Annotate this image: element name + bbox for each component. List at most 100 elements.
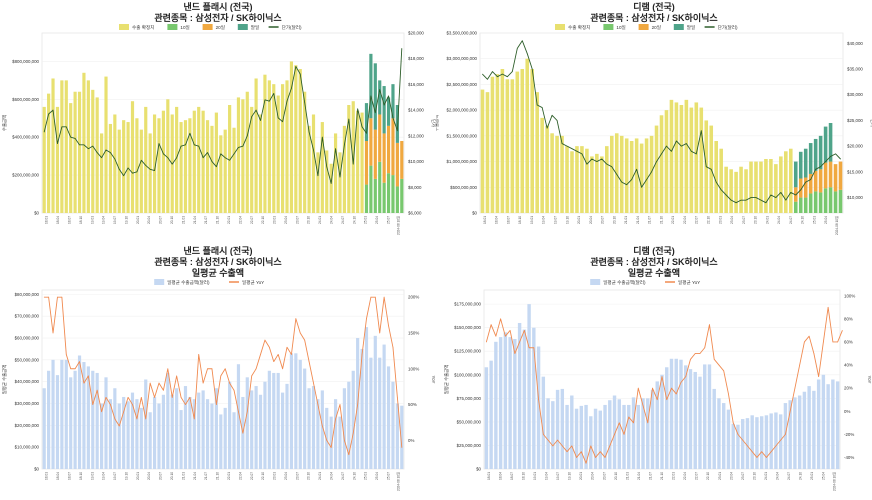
bar bbox=[717, 398, 721, 469]
chart-legend: 수출 확정치 10일 20일 말일 단가(달러) bbox=[119, 24, 302, 31]
bar-stack-10 bbox=[400, 178, 404, 213]
line-point bbox=[695, 153, 697, 155]
bar bbox=[329, 416, 333, 469]
bar-stack-end bbox=[818, 135, 823, 170]
line-point bbox=[335, 418, 336, 420]
x-tick-label: 24.01 bbox=[765, 216, 769, 224]
line-point bbox=[114, 418, 116, 420]
line-point bbox=[140, 397, 142, 398]
bar bbox=[197, 392, 201, 469]
bar bbox=[289, 353, 294, 469]
bar-confirmed bbox=[734, 171, 738, 213]
x-tick-label: 25.04 bbox=[824, 216, 828, 224]
chart-subtitle: 관련종목 : 삼성전자 / SK하이닉스 bbox=[590, 256, 718, 267]
bar-stack-end bbox=[391, 84, 395, 119]
x-tick-label: 21.04 bbox=[193, 472, 197, 480]
line-point bbox=[519, 341, 520, 343]
legend-swatch-0 bbox=[119, 24, 129, 30]
bar bbox=[117, 403, 121, 469]
x-tick-label: 21.01 bbox=[181, 472, 185, 480]
line-point bbox=[526, 53, 528, 54]
line-point bbox=[321, 136, 323, 138]
line-point bbox=[586, 163, 588, 165]
bar-confirmed bbox=[570, 151, 574, 213]
line-point bbox=[581, 153, 583, 155]
x-tick-label: 23.04 bbox=[284, 472, 288, 480]
bar-confirmed bbox=[545, 125, 549, 213]
bar bbox=[391, 381, 395, 469]
x-tick-label: 19.04 bbox=[542, 216, 546, 224]
bar bbox=[250, 390, 254, 469]
line-point bbox=[185, 404, 186, 405]
bar bbox=[622, 404, 626, 469]
legend-swatch-3 bbox=[673, 24, 684, 30]
bar-confirmed bbox=[754, 161, 758, 213]
line-point bbox=[556, 120, 558, 121]
bar-confirmed bbox=[500, 69, 505, 213]
line-point bbox=[705, 166, 707, 168]
bar-confirmed bbox=[784, 151, 788, 213]
line-point bbox=[335, 148, 336, 150]
legend-swatch-0 bbox=[154, 279, 165, 285]
line-point bbox=[765, 202, 767, 204]
line-point bbox=[176, 157, 177, 159]
bar bbox=[674, 358, 678, 469]
bar bbox=[517, 322, 522, 469]
x-tick-label: 24.10 bbox=[352, 216, 356, 224]
x-tick-label: 18.10 bbox=[521, 472, 525, 480]
bar-confirmed bbox=[590, 156, 594, 213]
line-point bbox=[755, 197, 757, 198]
y-tick-label: $400,000,000 bbox=[12, 135, 39, 140]
line-point bbox=[815, 168, 817, 170]
bar-confirmed bbox=[267, 80, 271, 213]
bar bbox=[272, 372, 276, 469]
y-tick-label: $0 bbox=[476, 467, 481, 472]
line-point bbox=[740, 199, 742, 201]
bar-stack-10 bbox=[369, 165, 373, 213]
line-point bbox=[374, 112, 376, 114]
x-tick-label: 25.01 bbox=[364, 216, 368, 224]
bar bbox=[170, 394, 174, 469]
line-point bbox=[646, 179, 647, 180]
line-point bbox=[747, 445, 748, 447]
x-tick-label: 20.04 bbox=[147, 216, 151, 224]
line-point bbox=[220, 153, 222, 155]
bars bbox=[484, 304, 840, 469]
line-point bbox=[348, 118, 350, 120]
line-point bbox=[171, 397, 173, 398]
bar-confirmed bbox=[307, 125, 311, 213]
bar-confirmed bbox=[779, 156, 783, 213]
legend-label-2: 20일 bbox=[216, 24, 225, 30]
x-tick-label: 24.01 bbox=[318, 216, 322, 224]
chart-subtitle: 관련종목 : 삼성전자 / SK하이닉스 bbox=[154, 12, 282, 23]
chart-title: 낸드 플래시 (전국) bbox=[184, 245, 253, 256]
line-point bbox=[101, 411, 102, 413]
bar bbox=[788, 400, 792, 469]
bar-stack-end bbox=[803, 148, 808, 178]
line-point bbox=[808, 335, 810, 337]
bar-confirmed bbox=[100, 133, 104, 213]
bar-confirmed bbox=[333, 133, 338, 213]
line-point bbox=[810, 179, 812, 180]
bar bbox=[104, 377, 108, 469]
y-tick-label: $200,000,000 bbox=[12, 173, 39, 178]
bar bbox=[157, 403, 161, 469]
bar-stack-10 bbox=[382, 182, 386, 213]
bar-confirmed bbox=[77, 91, 82, 213]
line-point bbox=[211, 368, 213, 370]
bar-confirmed bbox=[303, 91, 307, 213]
bar-confirmed bbox=[183, 120, 188, 213]
y-axis-title: 일평균 수출금액 bbox=[443, 365, 450, 395]
line-point bbox=[65, 354, 67, 355]
line-point bbox=[775, 445, 777, 447]
line-point bbox=[492, 71, 493, 72]
line-point bbox=[255, 368, 257, 370]
line-point bbox=[700, 130, 702, 132]
x-tick-label: 21.01 bbox=[181, 216, 185, 224]
bar bbox=[831, 379, 835, 469]
bar-stack-end bbox=[382, 86, 386, 134]
bar-confirmed bbox=[205, 120, 210, 213]
x-tick-label: 22.10 bbox=[261, 216, 265, 224]
x-tick-label: 25.04 bbox=[822, 472, 826, 480]
y2-tick-label: $25,000 bbox=[847, 118, 863, 123]
